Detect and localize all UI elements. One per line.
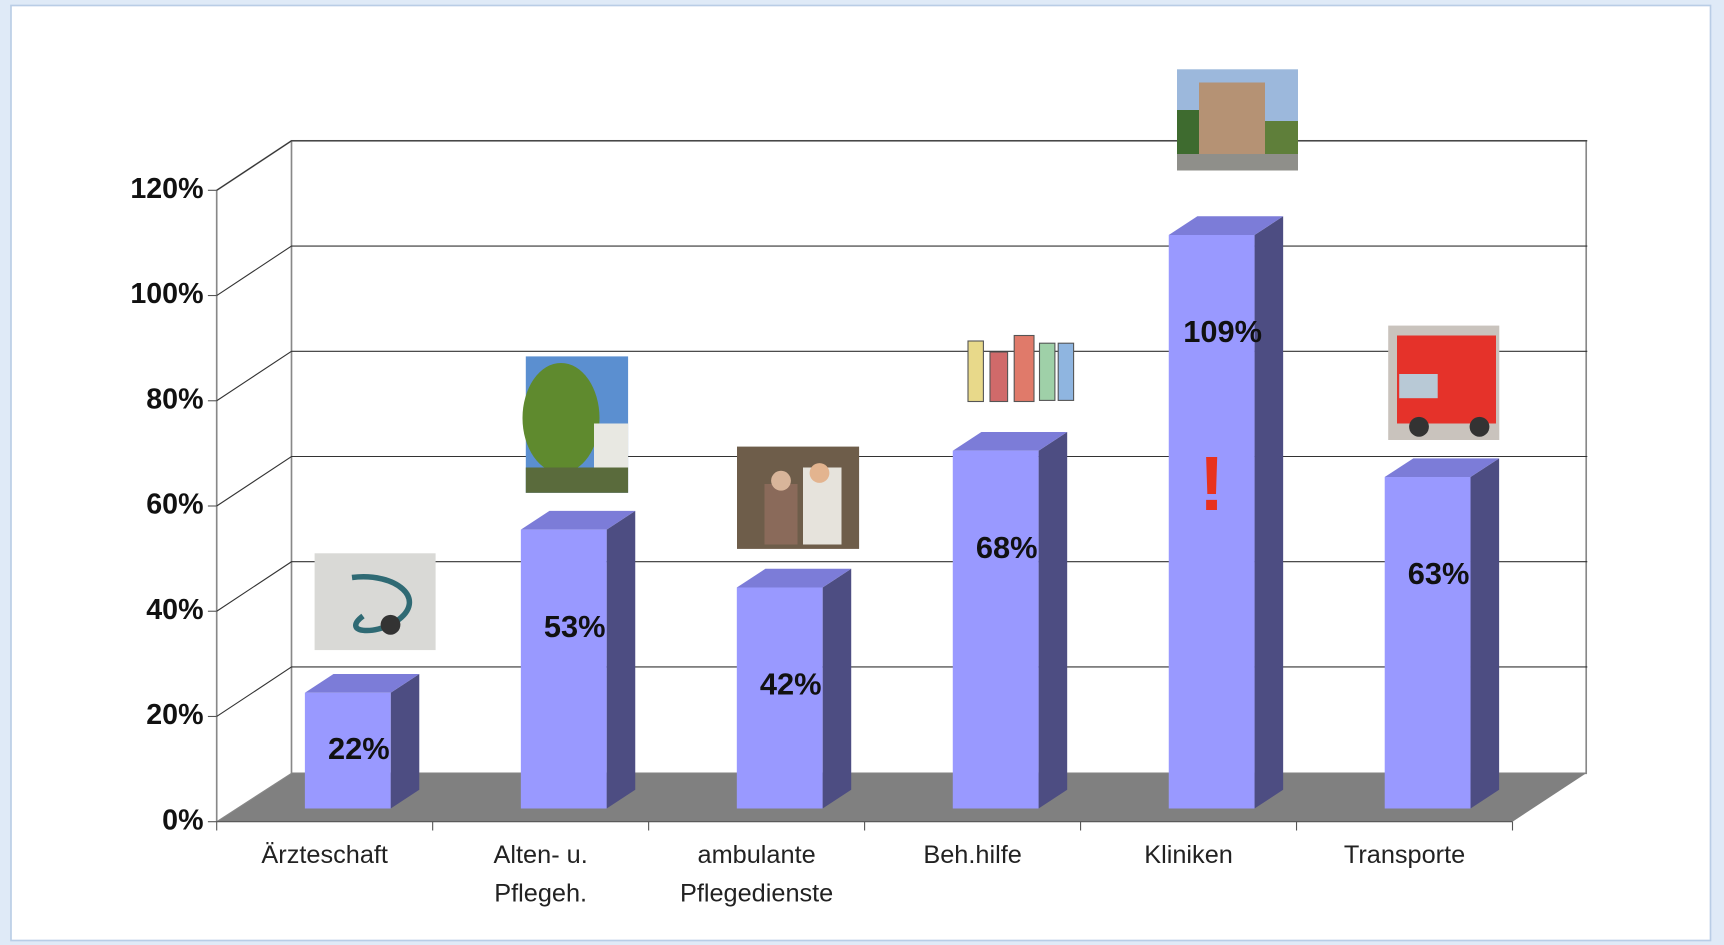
y-tick-label: 60%: [146, 489, 203, 521]
y-tick-label: 120%: [130, 173, 203, 205]
value-label: 42%: [760, 667, 822, 702]
y-tick-label: 100%: [130, 278, 203, 310]
picture: [968, 336, 1074, 402]
bar-side: [1471, 458, 1500, 808]
bar-side: [1039, 432, 1068, 808]
y-tick-label: 40%: [146, 594, 203, 626]
value-label: 109%: [1183, 314, 1262, 349]
picture: [523, 356, 629, 492]
picture: [737, 447, 859, 549]
bar: [521, 530, 607, 809]
bar-side: [391, 674, 420, 808]
picture: [1388, 326, 1499, 440]
value-label: 22%: [328, 731, 390, 766]
value-label: 53%: [544, 609, 606, 644]
floor: [217, 773, 1587, 821]
picture: [1177, 69, 1298, 170]
y-tick-label: 80%: [146, 383, 203, 415]
annotation: !: [1199, 441, 1225, 527]
picture: [315, 553, 436, 650]
bar-side: [1255, 216, 1284, 808]
bar: [953, 451, 1039, 809]
x-tick-label: Transporte: [1344, 840, 1465, 868]
plot: 0%20%40%60%80%100%120%22%Ärzteschaft53%A…: [11, 6, 1711, 941]
x-tick-label: Beh.hilfe: [923, 840, 1021, 868]
x-tick-label: Ärzteschaft: [261, 840, 388, 868]
value-label: 63%: [1408, 556, 1470, 591]
page: 0%20%40%60%80%100%120%22%Ärzteschaft53%A…: [0, 0, 1724, 945]
bar: [1385, 477, 1471, 808]
bar-side: [607, 511, 636, 809]
x-tick-label: Kliniken: [1144, 840, 1233, 868]
y-tick-label: 20%: [146, 699, 203, 731]
value-label: 68%: [976, 530, 1038, 565]
y-tick-label: 0%: [162, 804, 203, 836]
bar-side: [823, 569, 852, 809]
chart: 0%20%40%60%80%100%120%22%Ärzteschaft53%A…: [0, 0, 1724, 945]
